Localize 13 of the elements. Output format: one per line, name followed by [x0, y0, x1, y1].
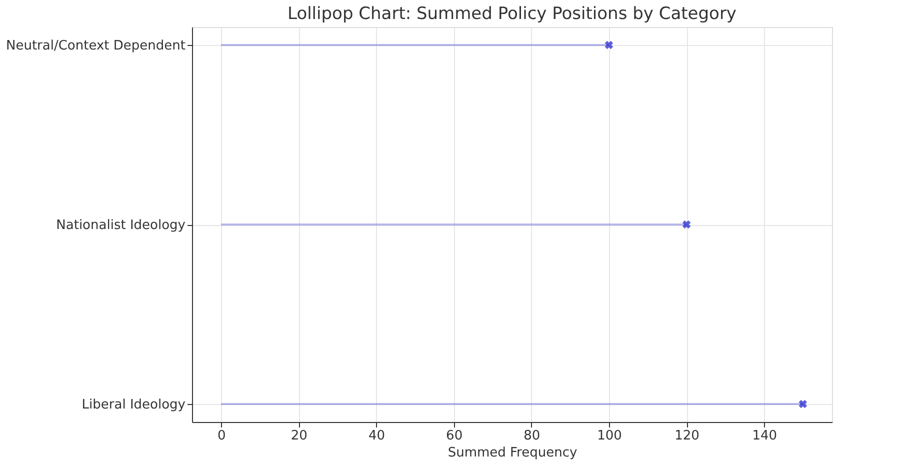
y-tick-label: Neutral/Context Dependent [6, 38, 186, 54]
x-tick-label: 20 [290, 428, 308, 444]
y-tick-label: Liberal Ideology [82, 398, 186, 413]
x-tick-label: 60 [446, 428, 463, 444]
x-tick-label: 120 [674, 428, 700, 444]
x-tick-label: 0 [217, 428, 226, 444]
chart-title: Lollipop Chart: Summed Policy Positions by Category [288, 4, 736, 24]
x-tick-label: 80 [524, 428, 540, 444]
x-tick-label: 100 [597, 428, 622, 444]
x-axis-title: Summed Frequency [448, 446, 578, 460]
x-tick-label: 40 [368, 428, 386, 444]
y-tick-label: Nationalist Ideology [56, 218, 186, 233]
x-tick-label: 140 [752, 428, 778, 444]
